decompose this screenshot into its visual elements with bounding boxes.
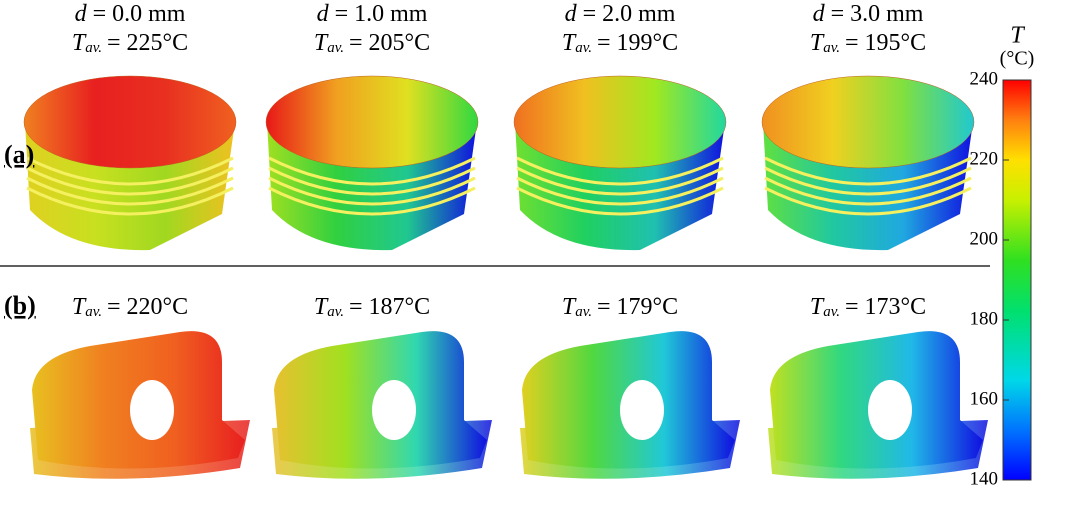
depth-symbol: d: [75, 1, 88, 27]
piston-ring: [26, 186, 234, 216]
depth-value: = 1.0 mm: [335, 1, 428, 27]
avg-temp-subscript: av.: [327, 304, 344, 320]
piston-crown: [513, 75, 727, 169]
pin-hole: [868, 380, 912, 440]
avg-temp-symbol: T: [562, 30, 577, 56]
avg-temp-subscript: av.: [85, 304, 102, 320]
piston-ring: [516, 156, 724, 186]
avg-temp-value: = 199°C: [597, 30, 678, 56]
avg-temp-label: Tav. = 205°C: [314, 30, 430, 57]
depth-label: d = 3.0 mm: [813, 1, 924, 27]
avg-temp-label: Tav. = 179°C: [562, 294, 678, 321]
avg-temp-value: = 187°C: [349, 294, 430, 320]
depth-symbol: d: [813, 1, 826, 27]
depth-value: = 3.0 mm: [831, 1, 924, 27]
piston-ring: [764, 166, 972, 196]
piston-crown: [23, 75, 237, 169]
avg-temp-symbol: T: [72, 30, 87, 56]
depth-value: = 0.0 mm: [93, 1, 186, 27]
avg-temp-subscript: av.: [327, 40, 344, 56]
avg-temp-value: = 220°C: [107, 294, 188, 320]
avg-temp-value: = 205°C: [349, 30, 430, 56]
panel-label: (b): [4, 291, 36, 320]
piston-ring: [516, 186, 724, 216]
piston-ring: [516, 166, 724, 196]
piston-crown: [761, 75, 975, 169]
piston-crown: [265, 75, 479, 169]
depth-symbol: d: [565, 1, 578, 27]
piston-ring: [26, 166, 234, 196]
depth-label: d = 1.0 mm: [317, 1, 428, 27]
avg-temp-subscript: av.: [575, 304, 592, 320]
avg-temp-subscript: av.: [823, 40, 840, 56]
avg-temp-symbol: T: [810, 294, 825, 320]
depth-label: d = 0.0 mm: [75, 1, 186, 27]
colorbar-title: T: [1010, 23, 1025, 49]
depth-label: d = 2.0 mm: [565, 1, 676, 27]
depth-value: = 2.0 mm: [583, 1, 676, 27]
colorbar-tick-label: 240: [970, 68, 999, 89]
piston-ring: [764, 186, 972, 216]
piston-ring: [268, 176, 476, 206]
avg-temp-value: = 225°C: [107, 30, 188, 56]
colorbar-tick-label: 160: [970, 388, 999, 409]
avg-temp-label: Tav. = 220°C: [72, 294, 188, 321]
avg-temp-subscript: av.: [85, 40, 102, 56]
piston-ring: [26, 176, 234, 206]
piston-ring: [268, 156, 476, 186]
depth-symbol: d: [317, 1, 330, 27]
colorbar-tick-label: 140: [970, 468, 999, 489]
piston-ring: [764, 156, 972, 186]
avg-temp-subscript: av.: [575, 40, 592, 56]
avg-temp-value: = 179°C: [597, 294, 678, 320]
piston-ring: [268, 166, 476, 196]
avg-temp-label: Tav. = 199°C: [562, 30, 678, 57]
pin-hole: [130, 380, 174, 440]
avg-temp-symbol: T: [314, 30, 329, 56]
piston-ring: [268, 186, 476, 216]
colorbar: [1002, 79, 1032, 481]
pin-hole: [372, 380, 416, 440]
colorbar-tick-label: 220: [970, 148, 999, 169]
colorbar-unit: (°C): [1000, 48, 1035, 70]
piston-ring: [516, 176, 724, 206]
avg-temp-value: = 195°C: [845, 30, 926, 56]
pin-hole: [620, 380, 664, 440]
avg-temp-value: = 173°C: [845, 294, 926, 320]
avg-temp-label: Tav. = 225°C: [72, 30, 188, 57]
piston-ring: [764, 176, 972, 206]
avg-temp-label: Tav. = 187°C: [314, 294, 430, 321]
colorbar-tick-label: 200: [970, 228, 999, 249]
avg-temp-symbol: T: [72, 294, 87, 320]
avg-temp-symbol: T: [314, 294, 329, 320]
avg-temp-symbol: T: [810, 30, 825, 56]
avg-temp-symbol: T: [562, 294, 577, 320]
piston-ring: [26, 156, 234, 186]
avg-temp-label: Tav. = 195°C: [810, 30, 926, 57]
panel-label: (a): [4, 140, 34, 169]
avg-temp-label: Tav. = 173°C: [810, 294, 926, 321]
colorbar-tick-label: 180: [970, 308, 999, 329]
avg-temp-subscript: av.: [823, 304, 840, 320]
